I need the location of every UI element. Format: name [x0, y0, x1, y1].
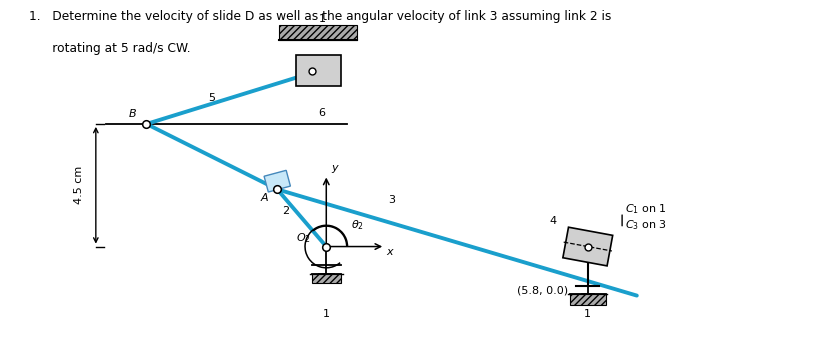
Text: B: B — [129, 109, 136, 119]
Bar — [264, 170, 290, 192]
Text: rotating at 5 rad/s CW.: rotating at 5 rad/s CW. — [29, 42, 190, 55]
Text: 1: 1 — [323, 309, 330, 319]
Bar — [570, 294, 605, 306]
Text: $C_1$ on 1: $C_1$ on 1 — [624, 202, 667, 216]
Text: D: D — [330, 60, 338, 70]
Text: $C_3$ on 3: $C_3$ on 3 — [624, 219, 667, 233]
Text: 2: 2 — [282, 206, 289, 216]
Text: 3: 3 — [388, 195, 395, 205]
Bar — [279, 25, 357, 40]
Text: 1: 1 — [319, 14, 326, 24]
Text: 4.5 cm: 4.5 cm — [74, 166, 85, 204]
Bar — [295, 55, 340, 86]
Text: y: y — [331, 163, 338, 173]
Text: 6: 6 — [319, 108, 326, 118]
Text: 1: 1 — [584, 309, 592, 319]
Text: $O_2$: $O_2$ — [296, 231, 311, 245]
Bar — [563, 227, 613, 266]
Text: 4: 4 — [550, 216, 557, 226]
Text: 1.   Determine the velocity of slide D as well as the angular velocity of link 3: 1. Determine the velocity of slide D as … — [29, 10, 611, 24]
Text: (5.8, 0.0): (5.8, 0.0) — [517, 286, 569, 296]
Bar — [312, 274, 341, 283]
Text: 5: 5 — [208, 93, 215, 103]
Text: A: A — [260, 193, 268, 203]
Text: $\theta_2$: $\theta_2$ — [351, 219, 364, 233]
Text: x: x — [387, 247, 393, 257]
